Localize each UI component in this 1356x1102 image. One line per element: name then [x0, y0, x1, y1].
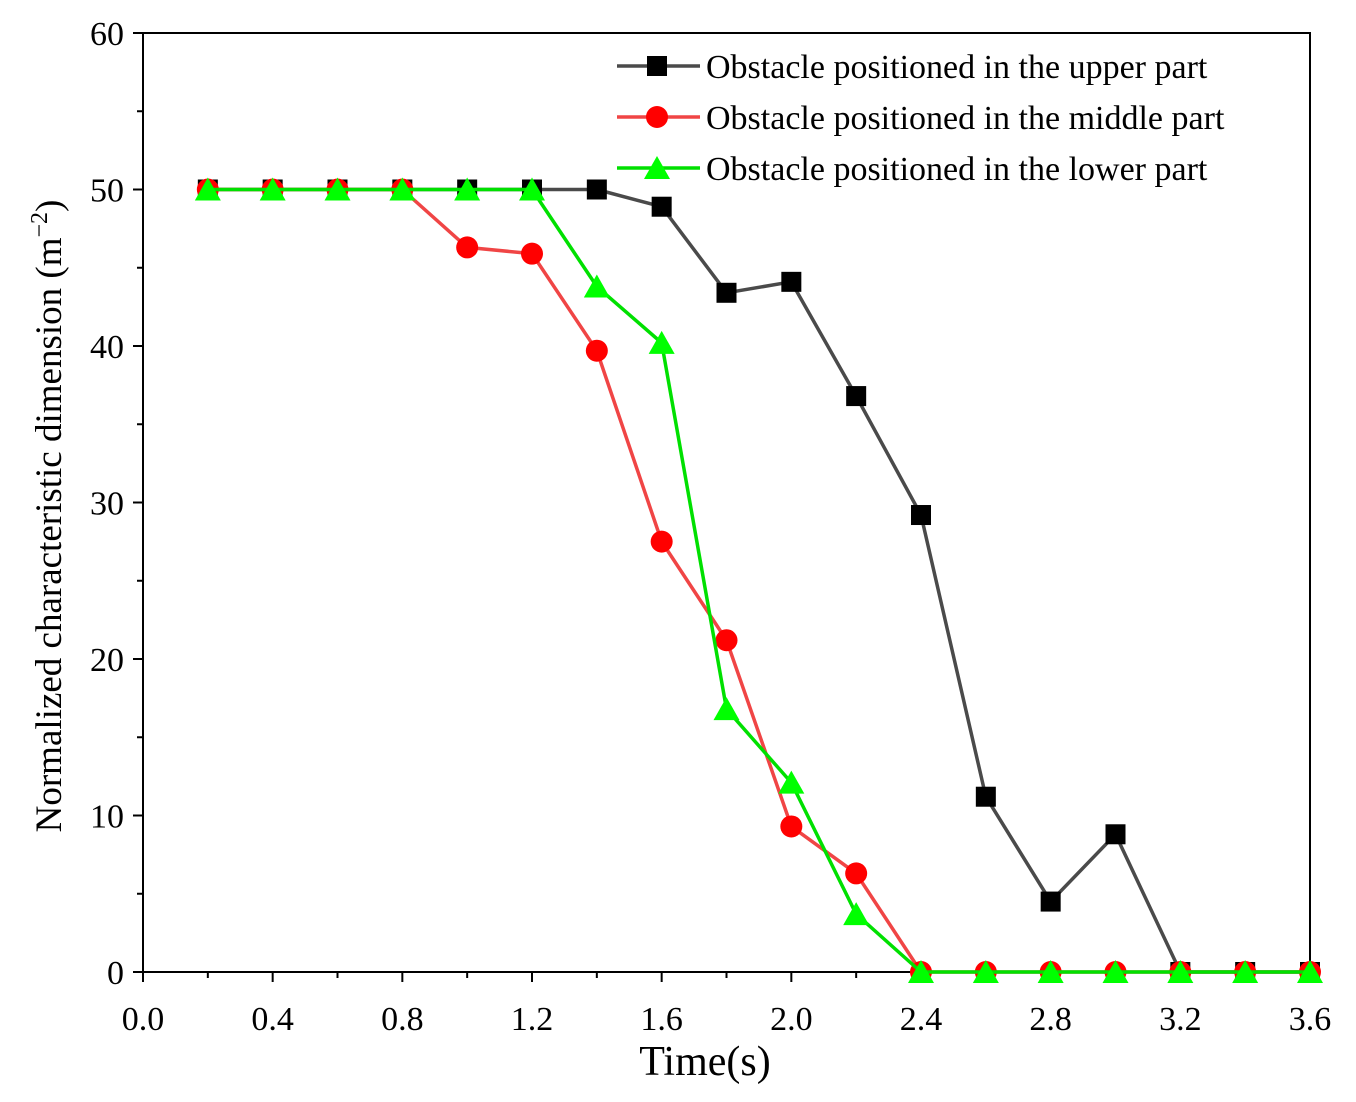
data-point-upper: [781, 271, 802, 292]
data-point-upper: [586, 179, 607, 200]
data-point-upper: [1105, 824, 1126, 845]
data-point-lower: [1102, 960, 1129, 983]
data-point-lower: [389, 177, 416, 201]
data-point-lower: [324, 177, 351, 201]
plot-series: [194, 177, 1323, 983]
data-point-upper: [651, 196, 672, 217]
x-tick-label: 0.4: [251, 1001, 294, 1038]
data-point-lower: [972, 960, 999, 983]
y-tick-label: 40: [90, 329, 124, 366]
x-tick-label: 0.8: [381, 1001, 424, 1038]
data-point-upper: [975, 786, 996, 807]
data-point-middle: [845, 862, 868, 885]
series-upper: [197, 179, 1320, 982]
x-tick-label: 2.0: [770, 1001, 813, 1038]
y-tick-label: 10: [90, 799, 124, 836]
axes: 0.0 0.4 0.8 1.2 1.6 2.0 2.4 2.8 3.2 3.6 0 10 20 30 40 5…: [90, 16, 1331, 1038]
x-tick-label: 2.4: [900, 1001, 943, 1038]
data-point-middle: [780, 815, 803, 838]
legend-label-lower: Obstacle positioned in the lower part: [706, 151, 1208, 188]
legend-item-upper: Obstacle positioned in the upper part: [617, 49, 1208, 86]
series-middle: [196, 178, 1321, 983]
data-point-lower: [259, 177, 286, 201]
data-point-lower: [908, 960, 934, 983]
y-tick-label: 50: [90, 173, 124, 210]
x-tick-label: 2.8: [1029, 1001, 1072, 1038]
data-point-middle: [585, 339, 608, 362]
data-point-upper: [846, 386, 867, 407]
y-axis-title: Normalized characteristic dimension (m−2…: [27, 200, 70, 833]
data-point-upper: [1040, 891, 1061, 912]
legend-marker-upper: [647, 56, 667, 76]
legend-label-upper: Obstacle positioned in the upper part: [706, 49, 1208, 86]
x-tick-label: 1.6: [640, 1001, 683, 1038]
x-tick-label: 3.2: [1159, 1001, 1202, 1038]
data-point-middle: [521, 242, 543, 265]
series-line-upper: [207, 187, 1310, 974]
data-point-lower: [1167, 960, 1194, 983]
y-tick-label: 60: [90, 16, 124, 53]
y-axis-title-text: Normalized characteristic dimension (m: [29, 237, 70, 832]
legend-label-middle: Obstacle positioned in the middle part: [706, 100, 1225, 137]
y-tick-label: 20: [90, 642, 124, 679]
y-axis-title-superscript: −2: [27, 212, 53, 238]
data-point-middle: [650, 530, 673, 553]
series-line-middle: [207, 187, 1310, 974]
x-axis-title: Time(s): [639, 1039, 770, 1085]
legend-marker-lower: [644, 156, 670, 179]
x-tick-label: 3.6: [1289, 1001, 1332, 1038]
y-tick-label: 0: [107, 955, 124, 992]
data-point-lower: [1232, 960, 1259, 983]
data-point-upper: [716, 282, 737, 303]
legend-item-lower: Obstacle positioned in the lower part: [617, 151, 1208, 188]
data-point-lower: [713, 697, 740, 721]
y-axis-title-suffix: ): [29, 200, 70, 212]
data-point-middle: [456, 236, 479, 259]
data-point-lower: [194, 177, 221, 201]
data-point-upper: [911, 505, 931, 526]
data-point-middle: [715, 629, 738, 652]
data-point-lower: [778, 770, 805, 794]
x-tick-label: 0.0: [122, 1001, 165, 1038]
data-point-lower: [1297, 960, 1323, 983]
y-tick-label: 30: [90, 486, 124, 523]
data-point-lower: [454, 177, 481, 201]
series-line-lower: [207, 187, 1310, 974]
data-point-lower: [843, 902, 870, 926]
data-point-lower: [1037, 960, 1064, 983]
x-tick-label: 1.2: [511, 1001, 554, 1038]
legend-item-middle: Obstacle positioned in the middle part: [617, 100, 1225, 137]
series-lower: [194, 177, 1323, 983]
data-point-lower: [648, 330, 675, 354]
data-point-lower: [583, 274, 610, 298]
legend: Obstacle positioned in the upper part Obs…: [617, 49, 1225, 188]
data-point-lower: [519, 177, 545, 201]
legend-marker-middle: [646, 106, 668, 128]
